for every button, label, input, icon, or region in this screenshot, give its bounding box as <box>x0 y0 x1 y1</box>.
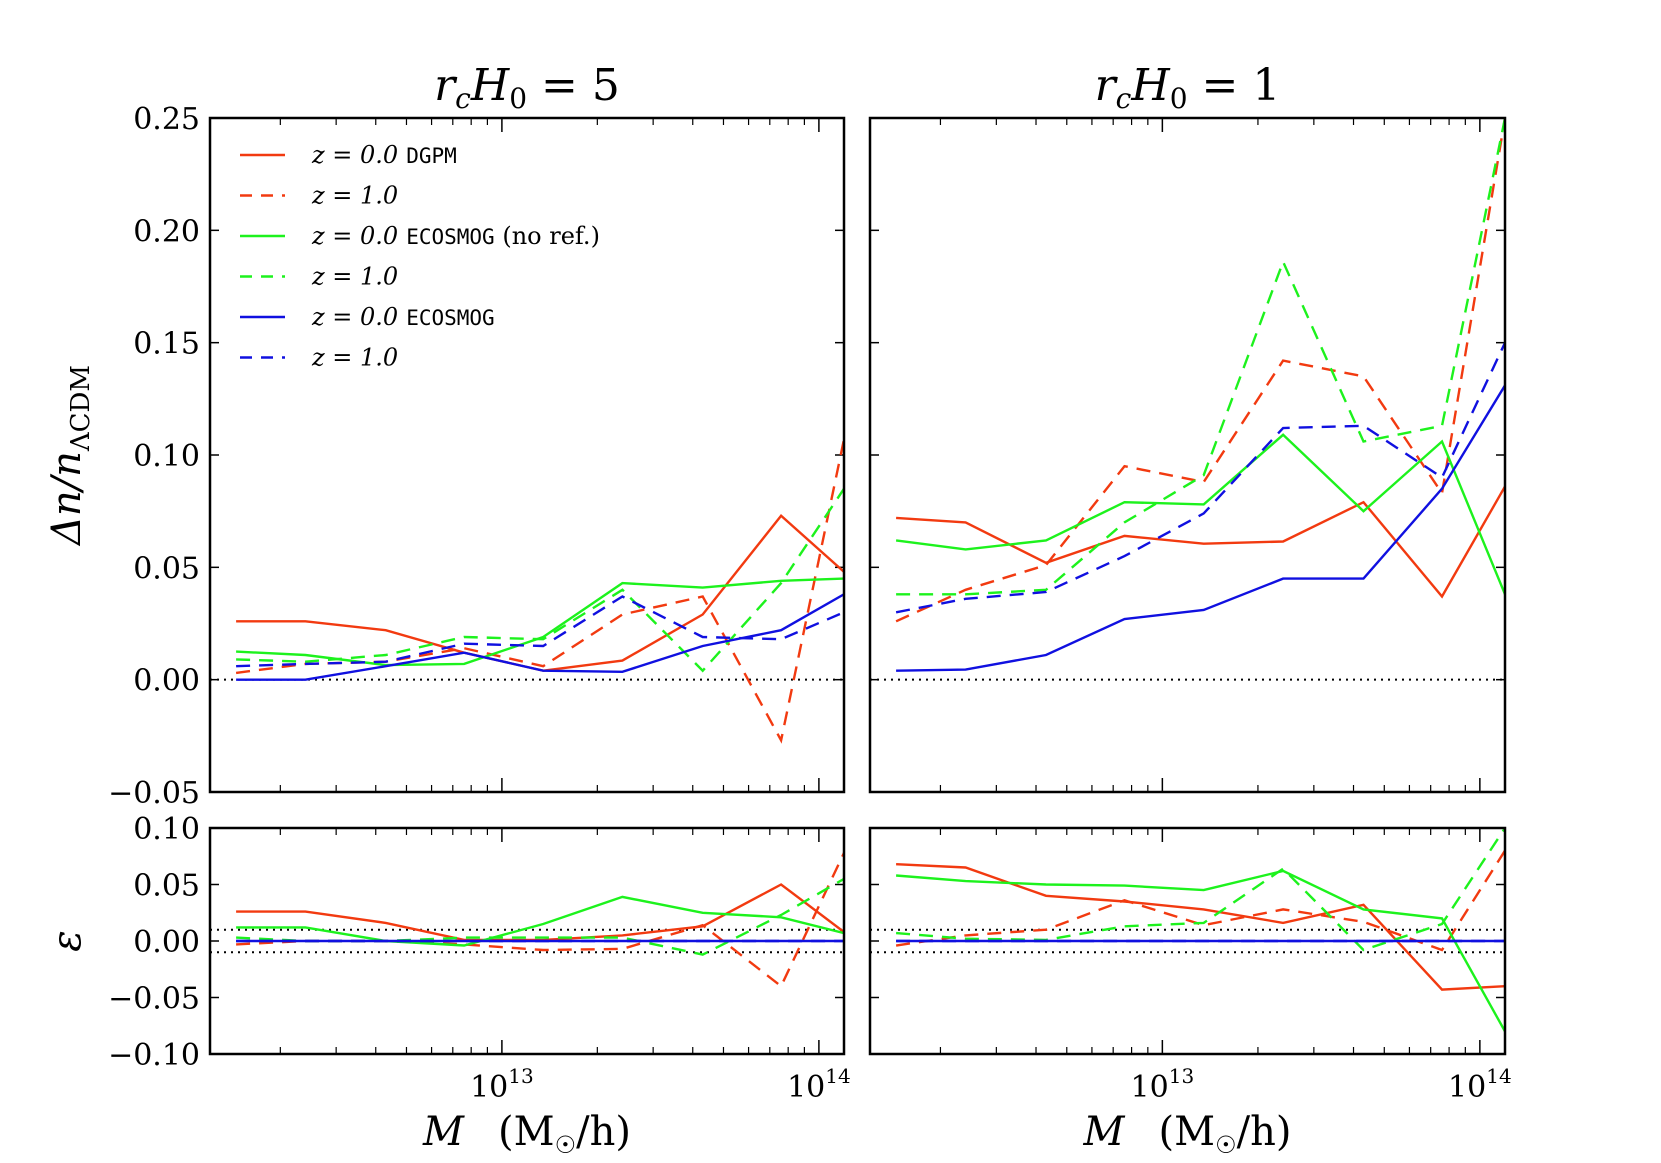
x-label-sun: ☉ <box>1215 1131 1237 1159</box>
title-sub-0: 0 <box>1170 82 1188 115</box>
series-line <box>236 895 844 947</box>
x-tick-base: 10 <box>1448 1070 1486 1105</box>
panel-title-1: rcH0 = 5 <box>434 60 620 115</box>
series-line <box>895 849 1505 952</box>
series-line <box>236 577 844 667</box>
x-label-open: (M <box>498 1109 555 1155</box>
x-tick-base: 10 <box>470 1070 508 1105</box>
legend-z: z = 1.0 <box>311 344 398 372</box>
y-tick-label: −0.05 <box>108 982 200 1017</box>
series-line <box>896 863 1505 991</box>
series-line <box>236 513 844 672</box>
x-label-close: /h) <box>576 1109 631 1155</box>
series-line <box>236 488 844 673</box>
x-tick-label: 1013 <box>470 1064 534 1105</box>
series-group <box>895 118 1505 672</box>
series-line <box>236 593 844 681</box>
series-line <box>896 485 1505 599</box>
axes-top-1 <box>868 116 1507 794</box>
axes-frame <box>208 826 846 1056</box>
title-sub-0: 0 <box>509 82 527 115</box>
panel-title-2: rcH0 = 1 <box>1095 60 1281 115</box>
x-label-open: (M <box>1159 1109 1216 1155</box>
x-label-M: M <box>422 1109 465 1155</box>
axes-bottom-0: −0.10 −0.05 0.00 0.05 0.10 <box>108 812 846 1073</box>
x-tick-exp: 13 <box>1169 1064 1194 1088</box>
legend-z: z = 0.0 <box>311 222 398 250</box>
title-r: r <box>434 60 458 111</box>
series-line <box>236 852 844 989</box>
series-group <box>235 439 844 744</box>
axes-frame <box>868 826 1507 1056</box>
y-tick-label: −0.10 <box>108 1038 200 1073</box>
legend-entry: z = 1.0 <box>311 182 398 210</box>
y-label-main: Δn/n <box>44 451 90 547</box>
y-tick-label: 0.00 <box>133 925 200 960</box>
y-axis-label-bottom: ε <box>44 930 90 951</box>
x-label-sun: ☉ <box>555 1131 577 1159</box>
title-sub-c: c <box>455 82 471 115</box>
axes-top-0: −0.05 0.00 0.05 0.10 0.15 0.20 0.25 <box>108 102 846 811</box>
x-tick-exp: 14 <box>1486 1064 1511 1088</box>
legend-entry: z = 1.0 <box>311 263 398 291</box>
series-group <box>236 852 844 989</box>
series-group <box>895 828 1505 1032</box>
y-tick-label: 0.25 <box>133 102 200 137</box>
x-label-close: /h) <box>1237 1109 1292 1155</box>
x-label-M: M <box>1083 1109 1126 1155</box>
y-axis-label-top: Δn/nΛCDM <box>44 365 96 547</box>
series-line <box>896 869 1505 1032</box>
axes-frame <box>208 116 846 794</box>
legend-z: z = 1.0 <box>311 263 398 291</box>
title-r: r <box>1095 60 1119 111</box>
title-sub-c: c <box>1116 82 1132 115</box>
y-label-sub: ΛCDM <box>66 365 96 452</box>
title-value: = 5 <box>527 60 620 111</box>
legend-z: z = 0.0 <box>311 141 398 169</box>
y-tick-label: 0.15 <box>133 327 200 362</box>
legend-entry: z = 1.0 <box>311 344 398 372</box>
series-line <box>895 433 1505 595</box>
x-tick-label: 1013 <box>1131 1064 1195 1105</box>
series-line <box>895 342 1505 614</box>
y-tick-label: −0.05 <box>108 776 200 811</box>
x-axis-label: M (M☉/h) <box>422 1109 631 1159</box>
legend-code: DGPM <box>406 144 457 168</box>
x-tick-label: 1014 <box>787 1064 851 1105</box>
legend-code: ECOSMOG <box>406 306 495 330</box>
legend-code: ECOSMOG <box>406 225 495 249</box>
axes-frame <box>868 116 1507 794</box>
x-tick-base: 10 <box>787 1070 825 1105</box>
series-line <box>896 828 1505 952</box>
y-tick-label: 0.00 <box>133 664 200 699</box>
x-tick-label: 1014 <box>1448 1064 1512 1105</box>
y-tick-label: 0.05 <box>133 551 200 586</box>
legend-z: z = 1.0 <box>311 182 398 210</box>
legend-z: z = 0.0 <box>311 303 398 331</box>
legend: z = 0.0 DGPM z = 1.0 z = 0.0 ECOSMOG (no ref… <box>240 141 600 372</box>
legend-entry: z = 0.0 DGPM <box>311 141 457 169</box>
y-tick-label: 0.10 <box>133 812 200 847</box>
y-tick-label: 0.10 <box>133 439 200 474</box>
series-line <box>235 439 844 744</box>
y-tick-label: 0.20 <box>133 214 200 249</box>
title-H: H <box>470 60 511 111</box>
legend-suffix: (no ref.) <box>495 222 600 250</box>
series-line <box>896 118 1505 596</box>
title-value: = 1 <box>1188 60 1281 111</box>
title-H: H <box>1130 60 1171 111</box>
x-tick-exp: 14 <box>825 1064 850 1088</box>
y-tick-label: 0.05 <box>133 869 200 904</box>
x-axis-label: M (M☉/h) <box>1083 1109 1292 1159</box>
legend-entry: z = 0.0 ECOSMOG <box>311 303 495 331</box>
series-line <box>895 118 1505 623</box>
x-tick-base: 10 <box>1131 1070 1169 1105</box>
series-line <box>896 384 1505 672</box>
legend-entry: z = 0.0 ECOSMOG (no ref.) <box>311 222 600 250</box>
series-line <box>236 595 844 668</box>
axes-bottom-1 <box>868 826 1507 1056</box>
x-tick-exp: 13 <box>508 1064 533 1088</box>
